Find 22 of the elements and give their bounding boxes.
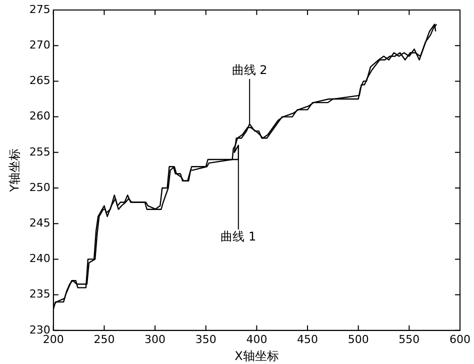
y-axis-title: Y轴坐标: [7, 148, 22, 193]
y-tick-label: 260: [29, 110, 50, 123]
y-tick-label: 270: [29, 38, 50, 52]
annotation: 曲线 2: [232, 63, 268, 78]
y-tick-label: 240: [29, 252, 50, 266]
x-tick-label: 350: [195, 332, 216, 346]
y-tick-label: 250: [29, 180, 50, 194]
y-tick-label: 265: [29, 74, 50, 88]
x-tick-label: 200: [42, 332, 64, 346]
x-tick-label: 250: [94, 332, 115, 346]
x-tick-label: 400: [246, 332, 268, 346]
x-tick-label: 300: [144, 332, 166, 346]
x-tick-label: 500: [348, 332, 369, 346]
x-axis-title: X轴坐标: [234, 348, 279, 363]
x-tick-label: 450: [297, 332, 318, 346]
y-tick-label: 245: [29, 216, 50, 230]
y-tick-label: 275: [29, 2, 50, 16]
x-tick-label: 600: [450, 332, 470, 346]
annotation: 曲线 1: [220, 230, 256, 244]
x-tick-label: 550: [398, 332, 420, 346]
y-tick-label: 235: [29, 288, 50, 301]
y-tick-label: 255: [29, 145, 50, 158]
